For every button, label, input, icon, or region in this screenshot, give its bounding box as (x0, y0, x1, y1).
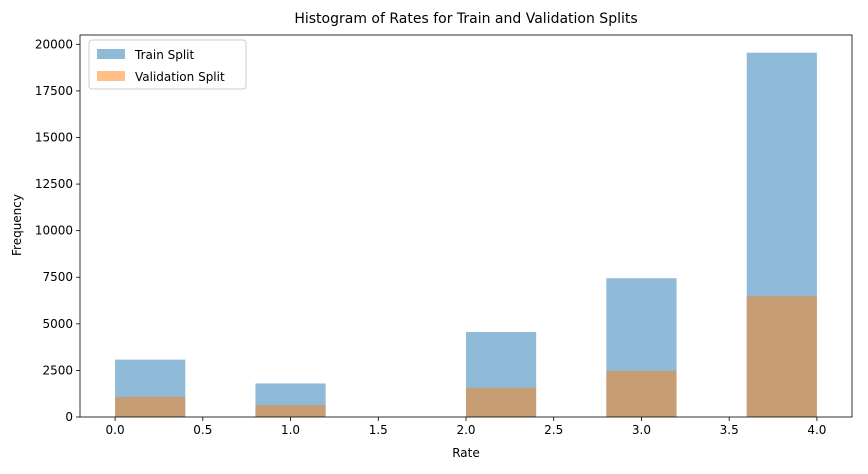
validation-split-bar (115, 396, 186, 417)
x-tick-label: 1.5 (369, 423, 388, 437)
x-tick-label: 2.5 (544, 423, 563, 437)
x-tick-label: 4.0 (807, 423, 826, 437)
legend-swatch-train-split (97, 49, 125, 59)
y-axis-label: Frequency (10, 194, 24, 256)
y-tick-label: 5000 (42, 317, 73, 331)
legend-label-validation-split: Validation Split (135, 70, 225, 84)
validation-split-bar (606, 370, 677, 417)
y-tick-label: 2500 (42, 363, 73, 377)
legend-label-train-split: Train Split (134, 48, 195, 62)
legend-swatch-validation-split (97, 71, 125, 81)
y-tick-label: 10000 (35, 224, 73, 238)
x-tick-label: 0.5 (193, 423, 212, 437)
x-tick-label: 1.0 (281, 423, 300, 437)
y-tick-label: 12500 (35, 177, 73, 191)
x-tick-label: 3.5 (720, 423, 739, 437)
x-tick-label: 2.0 (456, 423, 475, 437)
y-tick-label: 15000 (35, 130, 73, 144)
x-tick-label: 0.0 (106, 423, 125, 437)
x-axis-label: Rate (452, 446, 480, 460)
y-tick-label: 17500 (35, 84, 73, 98)
chart-title: Histogram of Rates for Train and Validat… (294, 11, 637, 27)
bars-layer (115, 52, 817, 417)
validation-split-bar (466, 387, 537, 417)
y-tick-label: 20000 (35, 37, 73, 51)
legend: Train Split Validation Split (88, 39, 247, 90)
y-tick-label: 0 (65, 410, 73, 424)
y-tick-label: 7500 (42, 270, 73, 284)
validation-split-bar (255, 405, 326, 417)
ticks-layer: 0.0 0.5 1.0 1.5 2.0 2.5 3.0 3.5 4.0 0 2500 5000 7500… (35, 37, 827, 437)
x-tick-label: 3.0 (632, 423, 651, 437)
validation-split-bar (746, 296, 817, 417)
legend-box (88, 39, 247, 90)
